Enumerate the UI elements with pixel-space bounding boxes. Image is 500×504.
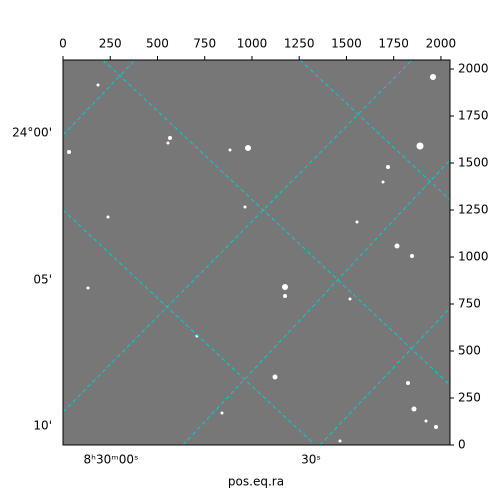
coordinate-grid [62, 59, 451, 446]
y-tick-label: 1500 [458, 156, 489, 170]
x-tick-label: 750 [193, 37, 216, 51]
x-tick-label: 1500 [331, 37, 362, 51]
ra-label: 8ʰ30ᵐ00ˢ [84, 453, 139, 467]
y-tick-label: 250 [458, 391, 481, 405]
x-tick-label: 1750 [378, 37, 409, 51]
x-tick-label: 2000 [426, 37, 457, 51]
dec-label: 10' [33, 419, 52, 433]
x-tick-label: 0 [59, 37, 67, 51]
y-tick-label: 1250 [458, 203, 489, 217]
y-tick-label: 0 [458, 438, 466, 452]
y-tick-label: 750 [458, 297, 481, 311]
y-tick-label: 1000 [458, 250, 489, 264]
x-tick-label: 250 [99, 37, 122, 51]
sky-image [63, 60, 450, 445]
x-tick-label: 1000 [237, 37, 268, 51]
x-tick-label: 1250 [284, 37, 315, 51]
axes-frame [62, 59, 451, 446]
ra-label: 30ˢ [301, 453, 321, 467]
y-tick-label: 500 [458, 344, 481, 358]
dec-label: 24°00' [12, 126, 52, 140]
y-tick-label: 2000 [458, 62, 489, 76]
stars [67, 74, 438, 443]
dec-label: 05' [33, 273, 52, 287]
x-axis-label: pos.eq.ra [228, 475, 284, 489]
x-tick-label: 500 [146, 37, 169, 51]
y-tick-label: 1750 [458, 109, 489, 123]
